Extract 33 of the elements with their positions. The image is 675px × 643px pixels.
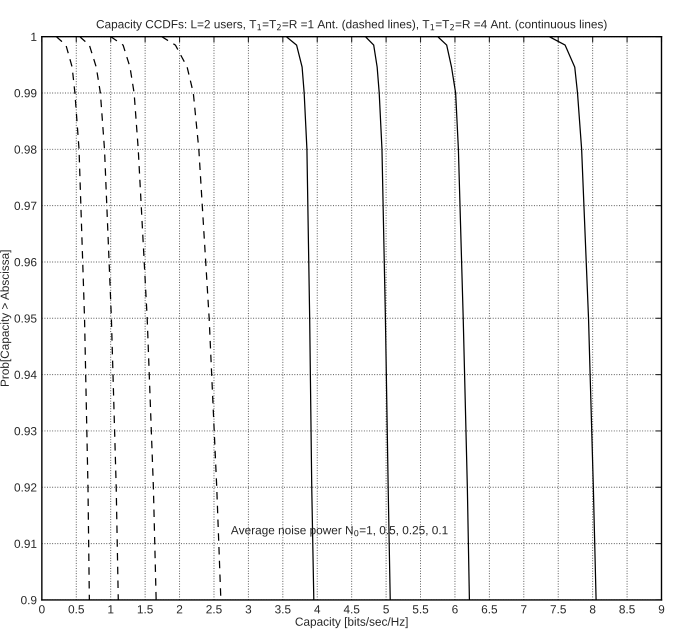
x-tick-label: 1.5	[138, 605, 153, 614]
x-tick-label: 7.5	[550, 605, 566, 614]
x-tick-label: 2	[176, 605, 182, 614]
y-tick-label: 0.91	[14, 540, 36, 548]
x-tick-label: 3.5	[275, 605, 291, 614]
x-axis-title: Capacity [bits/sec/Hz]	[296, 617, 408, 628]
x-tick-label: 9	[658, 605, 664, 614]
y-tick-label: 0.95	[14, 314, 36, 323]
y-tick-label: 0.99	[14, 89, 36, 98]
x-tick-label: 6	[452, 605, 458, 614]
y-tick-label: 0.94	[14, 370, 37, 380]
x-tick-label: 5	[383, 605, 389, 614]
x-tick-label: 6.5	[482, 605, 498, 614]
x-tick-label: 7	[521, 605, 526, 614]
x-tick-label: 1	[108, 605, 114, 614]
y-tick-label: 0.97	[14, 202, 36, 210]
y-tick-label: 0.9	[21, 596, 36, 604]
y-tick-label: 1	[31, 32, 36, 41]
y-tick-label: 0.93	[14, 426, 36, 436]
x-tick-label: 4.5	[344, 605, 360, 614]
x-tick-label: 5.5	[412, 605, 428, 614]
x-tick-label: 8.5	[619, 605, 635, 614]
x-tick-label: 0	[39, 605, 45, 614]
y-tick-label: 0.92	[14, 483, 36, 492]
x-tick-label: 4	[314, 605, 320, 614]
y-tick-label: 0.96	[14, 258, 36, 266]
x-tick-label: 0.5	[68, 605, 84, 614]
y-tick-label: 0.98	[14, 145, 36, 154]
y-axis-title: Prob[Capacity > Abscissa]	[0, 250, 12, 386]
chart-title: Capacity CCDFs: L=2 users, T$_{1}$=T$_{2}$=R =1 Ant. (dashed lines), T$_{1}$=T$_{2}$=R =4 Ant. (continuous lines)	[96, 20, 607, 31]
x-tick-label: 8	[590, 605, 596, 614]
x-tick-label: 2.5	[206, 605, 222, 614]
x-tick-label: 3	[246, 605, 252, 614]
